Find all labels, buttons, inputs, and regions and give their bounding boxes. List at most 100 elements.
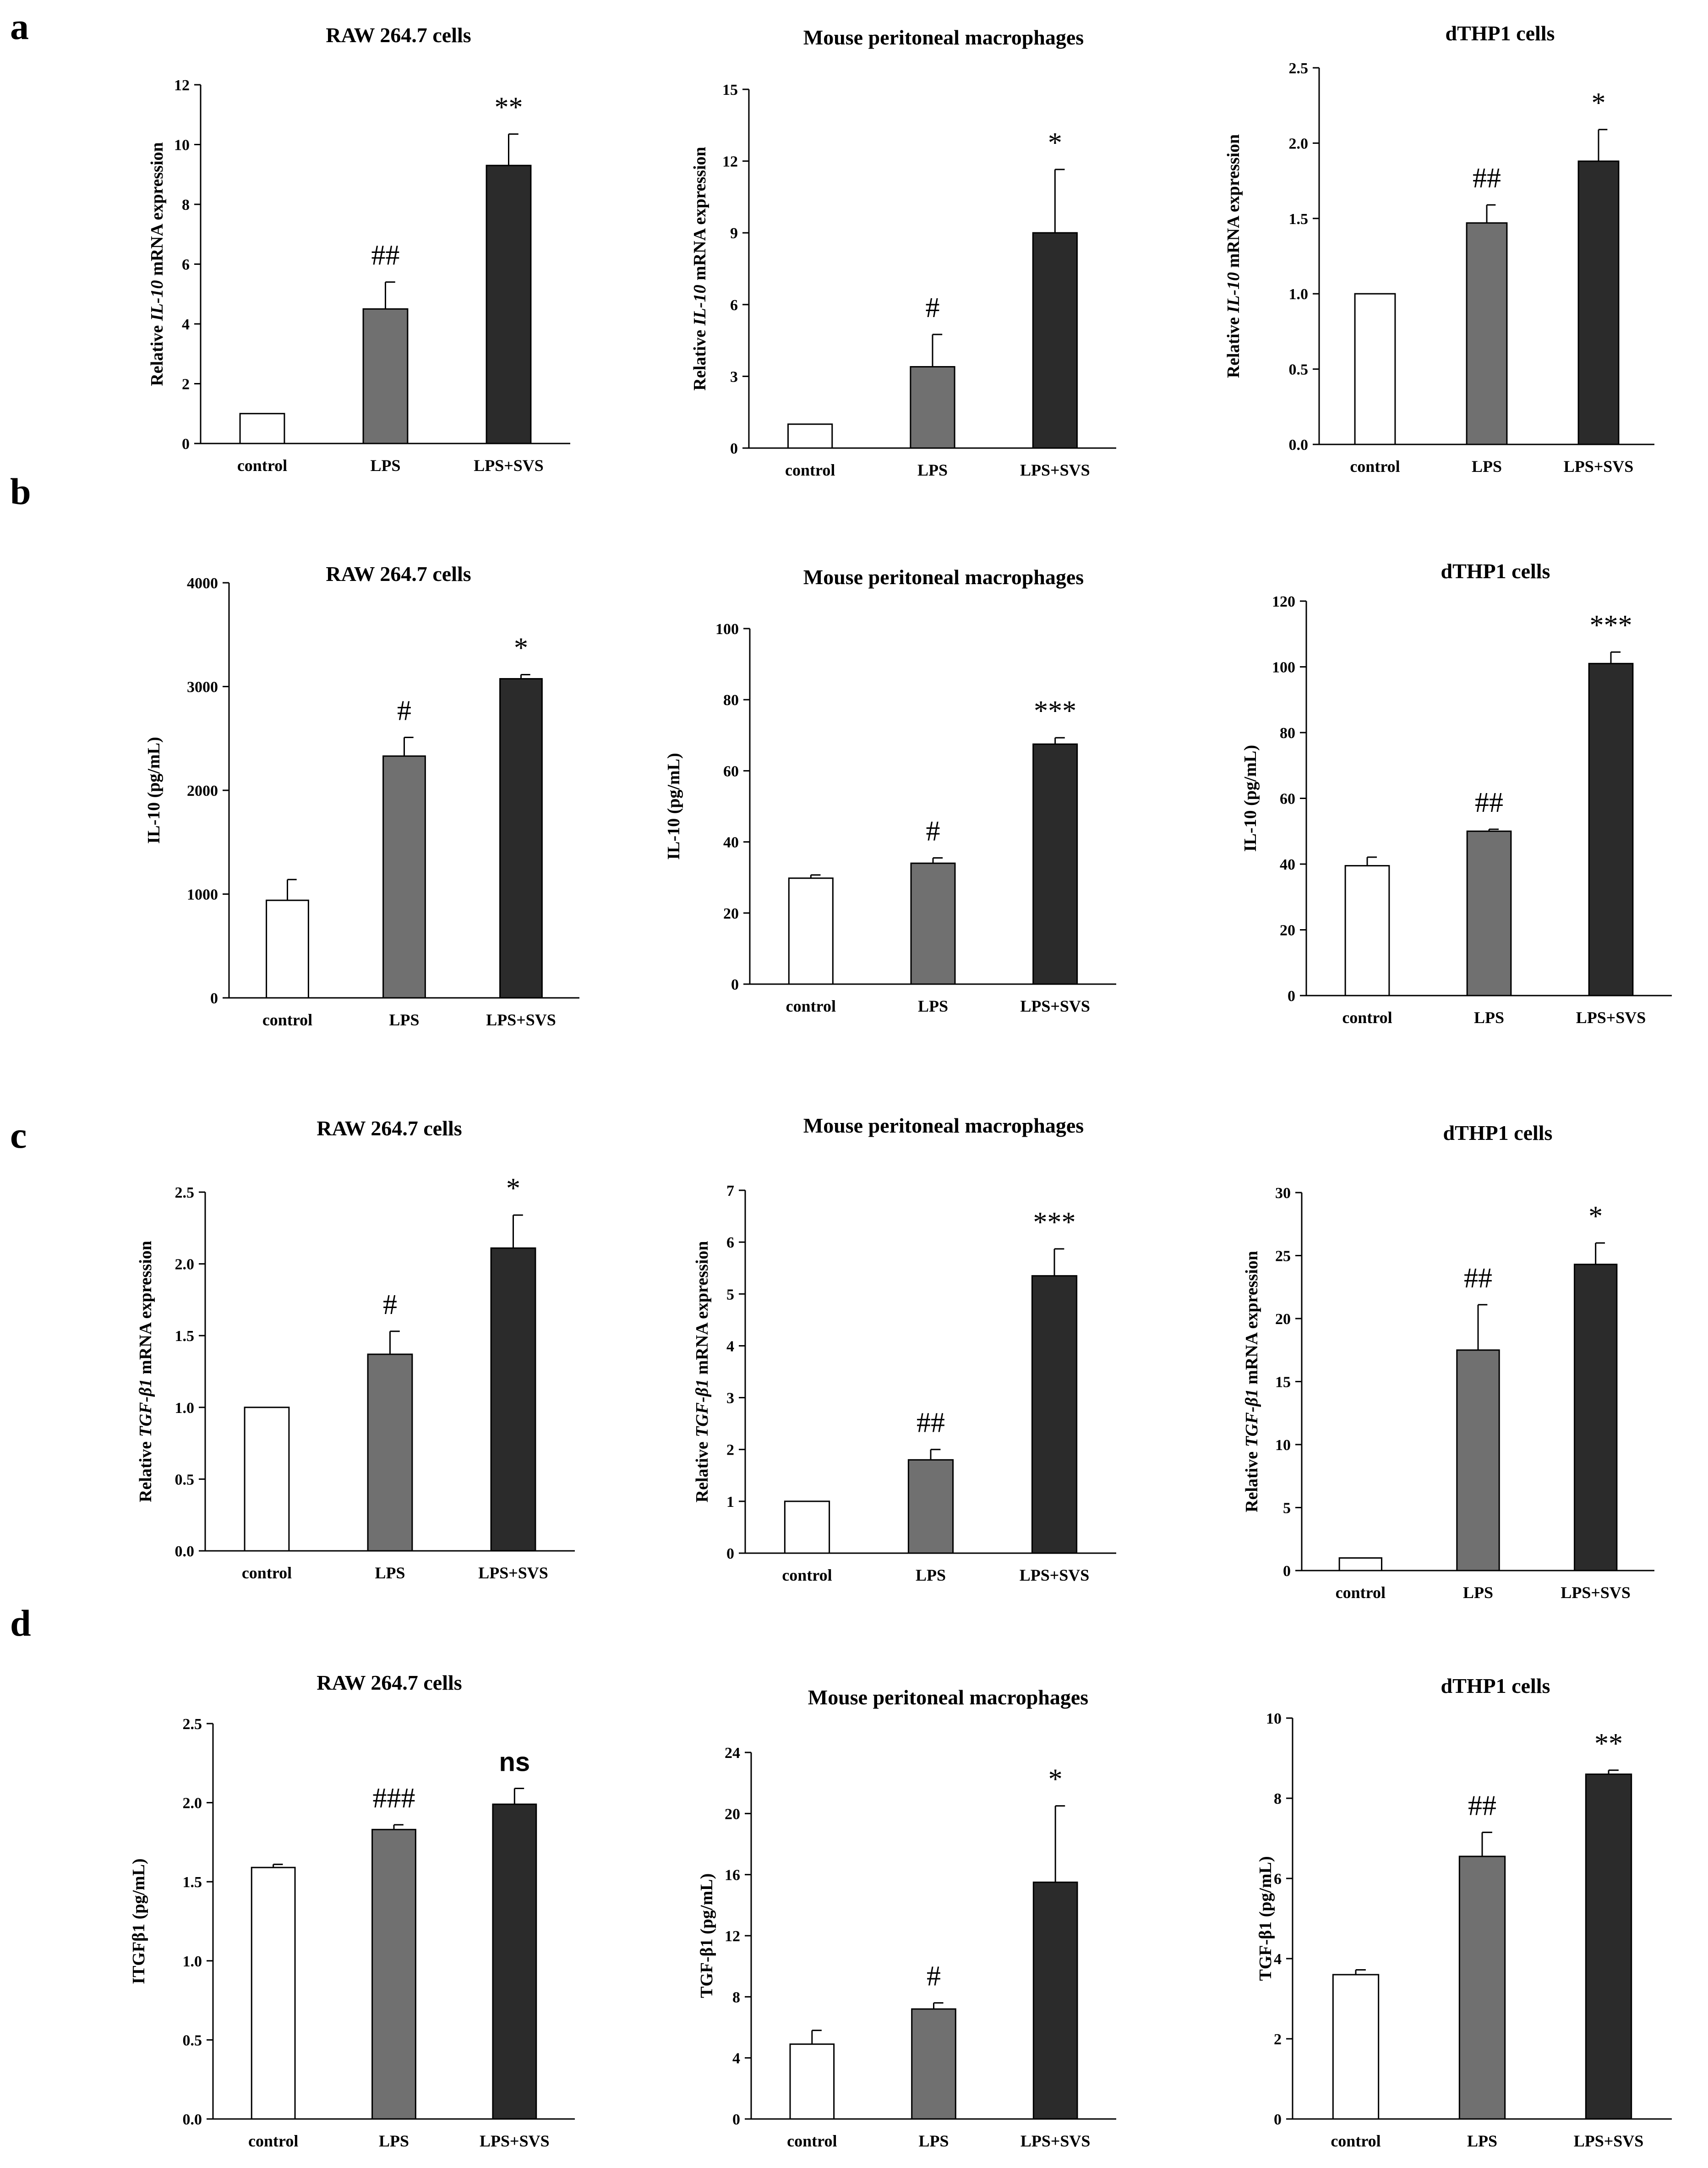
y-tick-label: 0 (730, 440, 738, 457)
x-tick-label: LPS (917, 461, 948, 479)
bar-control (784, 1500, 830, 1554)
chart-title: dTHP1 cells (1441, 559, 1550, 583)
bar-control (1354, 293, 1396, 445)
y-axis-label-part: Relative (690, 325, 709, 390)
bar-control (789, 2043, 835, 2120)
x-tick-label: LPS+SVS (1564, 457, 1634, 476)
significance-label: ## (917, 1407, 945, 1439)
y-tick-label: 4 (732, 2050, 740, 2067)
y-tick-label: 8 (1274, 1790, 1282, 1807)
y-tick-label: 8 (732, 1989, 740, 2006)
chart-title: Mouse peritoneal macrophages (803, 26, 1084, 49)
y-tick-label: 4 (726, 1338, 734, 1355)
significance-label: # (926, 292, 940, 323)
significance-label: ** (495, 92, 523, 123)
x-tick-label: LPS (1463, 1583, 1493, 1602)
significance-label: * (1048, 127, 1062, 159)
y-tick-label: 20 (725, 1806, 740, 1823)
bar-control (266, 899, 309, 999)
significance-label: ** (1594, 1728, 1623, 1759)
significance-label: * (514, 632, 528, 663)
bar-lps-svs (1588, 662, 1634, 996)
x-tick-label: LPS (375, 1564, 405, 1582)
y-tick-label: 4 (182, 316, 190, 333)
y-tick-label: 2.5 (175, 1184, 195, 1201)
bar-lps-svs (1032, 1881, 1078, 2120)
y-axis-label-part: Relative (1242, 1447, 1261, 1512)
bar-lps (1456, 1349, 1500, 1571)
bar-lps-svs (1032, 743, 1078, 985)
y-tick-label: 40 (1280, 856, 1295, 873)
bar-lps (362, 308, 409, 444)
bar-lps-svs (1032, 232, 1078, 449)
chart-d-2: Mouse peritoneal macrophages 0 4 8 12 16 20 24 T… (697, 1686, 1116, 2150)
y-axis-label: Relative IL-10 mRNA expression (1224, 134, 1243, 378)
bar-control (1338, 1557, 1383, 1571)
y-axis-label-part: mRNA expression (693, 1241, 712, 1379)
y-tick-label: 20 (1280, 922, 1295, 939)
y-tick-label: 20 (1275, 1311, 1291, 1328)
chart-a-3: dTHP1 cells 0.0 0.5 1.0 1.5 2.0 2.5 Relative IL… (1224, 22, 1654, 476)
bar-lps (1458, 1856, 1506, 2120)
y-tick-label: 30 (1275, 1185, 1291, 1202)
bar-control (787, 423, 833, 449)
y-tick-label: 120 (1272, 593, 1295, 610)
y-tick-label: 24 (725, 1745, 740, 1762)
bar-control (239, 413, 285, 444)
significance-label: * (1588, 1201, 1603, 1232)
y-axis-label-part: TGF-β1 (pg/mL) (697, 1873, 716, 1998)
y-tick-label: 3 (726, 1390, 734, 1407)
y-tick-label: 100 (715, 621, 739, 638)
y-axis-label-part: mRNA expression (1224, 134, 1243, 272)
significance-label: * (506, 1173, 520, 1204)
y-tick-label: 6 (1274, 1871, 1282, 1888)
significance-label: # (397, 695, 411, 726)
bar-lps-svs (1585, 1774, 1632, 2120)
bar-lps (382, 755, 426, 999)
x-tick-label: LPS+SVS (1020, 997, 1090, 1015)
significance-label: # (926, 816, 940, 847)
y-tick-label: 2 (1274, 2031, 1282, 2048)
x-tick-label: LPS (370, 456, 400, 475)
bar-control (1344, 865, 1390, 996)
y-axis-label: IL-10 (pg/mL) (664, 753, 683, 860)
y-axis-label: Relative TGF-β1 mRNA expression (1242, 1251, 1261, 1512)
y-tick-label: 0 (182, 436, 190, 453)
bar-lps (907, 1459, 954, 1554)
y-tick-label: 40 (723, 834, 739, 851)
y-tick-label: 20 (723, 905, 739, 922)
significance-label: ## (1468, 1790, 1496, 1821)
x-tick-label: LPS (918, 997, 948, 1015)
y-axis-label-part: IL-10 (1224, 272, 1243, 313)
bar-lps (911, 2008, 956, 2120)
y-tick-label: 15 (722, 82, 738, 99)
chart-a-2: Mouse peritoneal macrophages 0 3 6 9 12 15 Rela… (690, 26, 1116, 479)
bar-lps (910, 862, 956, 985)
x-tick-label: control (787, 2132, 837, 2150)
y-tick-label: 6 (182, 257, 190, 274)
y-tick-label: 2.0 (175, 1256, 195, 1273)
y-tick-label: 2.5 (1289, 60, 1309, 77)
y-axis-label-part: mRNA expression (147, 142, 167, 280)
x-tick-label: LPS+SVS (478, 1564, 548, 1582)
chart-title: RAW 264.7 cells (316, 1671, 462, 1694)
bar-lps-svs (486, 164, 532, 444)
x-tick-label: control (1336, 1583, 1386, 1602)
chart-title: dTHP1 cells (1443, 1121, 1553, 1144)
y-tick-label: 2.5 (183, 1716, 202, 1733)
chart-c-2: Mouse peritoneal macrophages 0 1 2 3 4 5 6 7 Rela… (693, 1114, 1116, 1584)
y-tick-label: 60 (723, 763, 739, 780)
y-axis-label-part: IL-10 (147, 280, 167, 322)
y-tick-label: 4 (1274, 1951, 1282, 1968)
y-tick-label: 100 (1272, 659, 1295, 676)
y-tick-label: 0.5 (183, 2032, 202, 2049)
y-axis-label-part: IL-10 (pg/mL) (1241, 745, 1260, 852)
y-tick-label: 0.0 (1289, 437, 1309, 454)
significance-label: # (927, 1961, 941, 1992)
x-tick-label: LPS (1474, 1008, 1504, 1027)
y-tick-label: 1000 (187, 887, 218, 903)
x-tick-label: LPS+SVS (480, 2132, 550, 2150)
significance-label: ## (1464, 1263, 1492, 1294)
y-axis-label: IL-10 (pg/mL) (1241, 745, 1260, 852)
y-axis-label-part: TGF-β1 (pg/mL) (1256, 1856, 1275, 1981)
